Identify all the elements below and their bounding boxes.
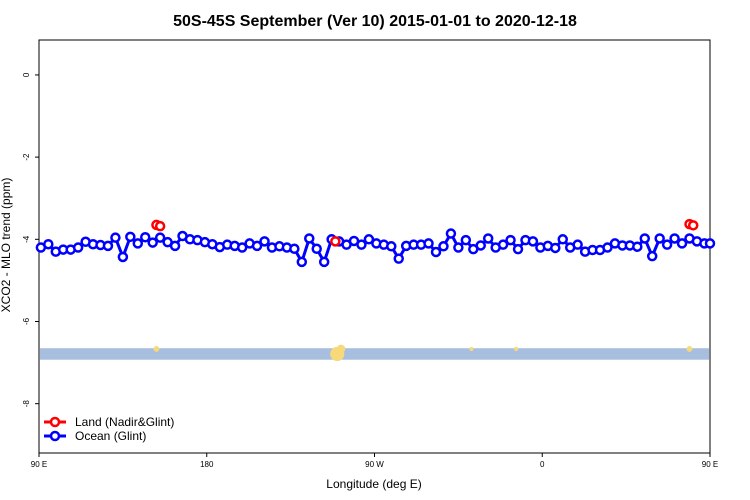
land-marker-4 [514, 346, 519, 352]
ocean-point-83 [654, 233, 665, 244]
ocean-point-64 [512, 243, 524, 255]
y-axis: 0 -2 -4 -6 -8 [22, 72, 39, 407]
y-tick-label-3: -6 [22, 317, 31, 325]
ocean-point-43 [356, 239, 367, 250]
ocean-point-70 [557, 234, 569, 245]
ocean-point-1 [43, 238, 54, 250]
ocean-point-5 [72, 242, 84, 253]
y-axis-label: XCO2 - MLO trend (ppm) [0, 178, 13, 313]
ocean-point-35 [296, 256, 308, 268]
land-marker-5 [686, 346, 693, 352]
ocean-point-9 [102, 240, 114, 252]
ocean-point-36 [304, 233, 315, 244]
y-tick-label-0: 0 [22, 72, 31, 77]
ocean-point-59 [475, 240, 486, 251]
ocean-point-47 [386, 241, 397, 252]
y-tick-label-4: -8 [22, 400, 31, 408]
land-marker-0 [153, 346, 160, 352]
x-axis-label: Longitude (deg E) [326, 477, 421, 491]
ocean-point-86 [676, 238, 688, 249]
land-point-1 [154, 220, 166, 232]
ocean-point-85 [669, 233, 680, 244]
ocean-point-48 [393, 253, 404, 264]
y-tick-label-2: -4 [22, 235, 31, 243]
coverage-band-rect [40, 348, 709, 360]
legend-marker-1 [49, 430, 61, 442]
x-tick-label-4: 90 E [702, 460, 718, 469]
ocean-point-84 [661, 239, 673, 250]
land-marker-2 [336, 344, 346, 354]
ocean-point-90 [704, 238, 716, 249]
x-tick-label-3: 0 [540, 460, 545, 469]
ocean-point-11 [117, 251, 129, 263]
ocean-point-55 [445, 228, 457, 239]
ocean-point-27 [236, 242, 248, 253]
ocean-point-30 [259, 236, 270, 247]
ocean-point-10 [110, 232, 121, 243]
ocean-point-66 [527, 236, 539, 247]
chart-title: 50S-45S September (Ver 10) 2015-01-01 to… [173, 13, 577, 30]
ocean-point-29 [251, 240, 263, 252]
ocean-point-37 [311, 243, 322, 255]
ocean-point-72 [572, 239, 583, 250]
ocean-point-52 [423, 238, 434, 249]
ocean-point-57 [460, 234, 472, 246]
ocean-point-14 [139, 232, 151, 243]
ocean-point-16 [154, 232, 166, 243]
ocean-point-69 [550, 242, 561, 254]
ocean-point-60 [482, 233, 494, 244]
ocean-point-18 [169, 240, 181, 252]
ocean-point-82 [646, 250, 658, 262]
land-point-4 [687, 220, 699, 231]
ocean-point-76 [602, 242, 613, 253]
ocean-point-62 [497, 239, 509, 250]
ocean-point-56 [453, 242, 464, 253]
ocean-point-15 [147, 237, 158, 248]
ocean-point-54 [438, 241, 449, 252]
y-tick-label-1: -2 [22, 153, 31, 161]
legend: Land (Nadir&Glint)Ocean (Glint) [44, 415, 174, 443]
ocean-point-80 [632, 241, 643, 252]
ocean-point-38 [318, 256, 330, 268]
coverage-band [40, 344, 709, 362]
legend-label-1: Ocean (Glint) [75, 429, 146, 443]
x-tick-label-1: 180 [200, 460, 214, 469]
land-marker-3 [469, 346, 474, 352]
legend-marker-0 [49, 416, 61, 428]
ocean-point-63 [505, 234, 516, 246]
x-axis: 90 E 180 90 W 0 90 E [31, 453, 718, 469]
ocean-point-53 [430, 246, 442, 258]
x-tick-label-2: 90 W [365, 460, 384, 469]
series-layer [35, 218, 716, 268]
ocean-point-44 [363, 234, 375, 245]
ocean-point-81 [639, 233, 651, 244]
x-tick-label-0: 90 E [31, 460, 47, 469]
ocean-point-34 [289, 243, 300, 255]
ocean-point-13 [132, 238, 144, 249]
legend-label-0: Land (Nadir&Glint) [75, 415, 174, 429]
land-point-2 [330, 236, 341, 247]
ocean-point-12 [125, 231, 136, 243]
